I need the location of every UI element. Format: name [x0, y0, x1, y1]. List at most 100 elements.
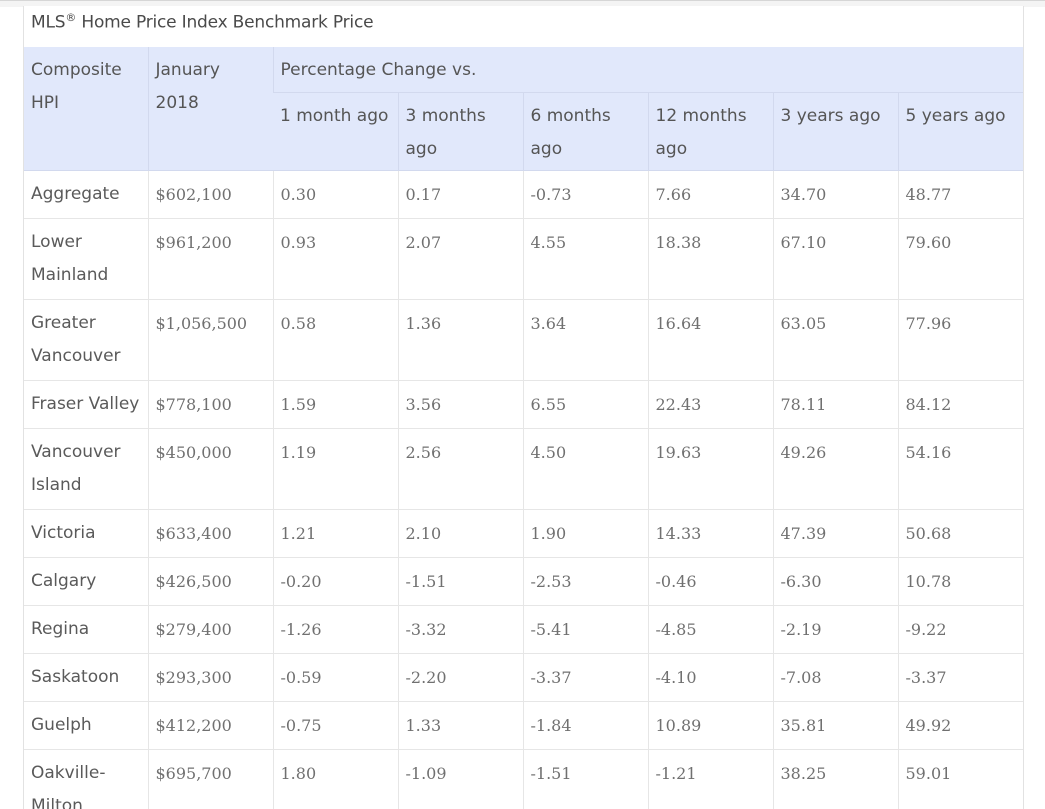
caption-text: Home Price Index Benchmark Price [76, 12, 374, 33]
cell-change-3y: 35.81 [772, 701, 898, 750]
cell-region: Regina [24, 605, 148, 654]
cell-change-6m: -5.41 [522, 605, 648, 654]
table-row: Victoria $633,400 1.21 2.10 1.90 14.33 47.39 50… [24, 509, 1024, 558]
cell-change-3m: -3.32 [397, 605, 523, 654]
cell-change-1m: 0.93 [272, 218, 398, 300]
cell-change-3y: 63.05 [772, 299, 898, 381]
table-row: Fraser Valley $778,100 1.59 3.56 6.55 22.43 78… [24, 380, 1024, 429]
cell-region: Vancouver Island [24, 428, 148, 510]
cell-change-12m: 18.38 [647, 218, 773, 300]
cell-change-6m: -2.53 [522, 557, 648, 606]
header-period-3-years: 3 years ago [772, 92, 898, 171]
cell-price: $633,400 [147, 509, 273, 558]
cell-change-6m: 4.55 [522, 218, 648, 300]
header-period-12-months: 12 months ago [647, 92, 773, 171]
cell-change-1m: 1.21 [272, 509, 398, 558]
cell-price: $961,200 [147, 218, 273, 300]
cell-region: Saskatoon [24, 653, 148, 702]
hpi-table: Composite HPI January 2018 Percentage Ch… [24, 47, 1024, 809]
cell-change-12m: 14.33 [647, 509, 773, 558]
cell-region: Greater Vancouver [24, 299, 148, 381]
cell-change-3y: 38.25 [772, 749, 898, 809]
cell-change-1m: -0.20 [272, 557, 398, 606]
cell-price: $412,200 [147, 701, 273, 750]
cell-change-3y: 78.11 [772, 380, 898, 429]
cell-change-12m: -4.85 [647, 605, 773, 654]
cell-change-12m: 16.64 [647, 299, 773, 381]
cell-change-5y: -3.37 [897, 653, 1024, 702]
table-row: Lower Mainland $961,200 0.93 2.07 4.55 18.38 6… [24, 218, 1024, 300]
table-row: Vancouver Island $450,000 1.19 2.56 4.50 19.6… [24, 428, 1024, 510]
cell-region: Calgary [24, 557, 148, 606]
cell-change-6m: -1.51 [522, 749, 648, 809]
cell-change-6m: 4.50 [522, 428, 648, 510]
cell-change-3m: -2.20 [397, 653, 523, 702]
table-body: Aggregate $602,100 0.30 0.17 -0.73 7.66 34.70 4… [24, 170, 1024, 809]
cell-price: $450,000 [147, 428, 273, 510]
cell-change-1m: 1.59 [272, 380, 398, 429]
cell-change-6m: 1.90 [522, 509, 648, 558]
cell-change-3m: 3.56 [397, 380, 523, 429]
table-row: Oakville-Milton $695,700 1.80 -1.09 -1.51 -1.… [24, 749, 1024, 809]
cell-change-12m: -4.10 [647, 653, 773, 702]
header-percentage-change: Percentage Change vs. [272, 47, 1024, 93]
cell-region: Fraser Valley [24, 380, 148, 429]
cell-change-3y: -2.19 [772, 605, 898, 654]
table-row: Greater Vancouver $1,056,500 0.58 1.36 3.64 1… [24, 299, 1024, 381]
cell-change-12m: -1.21 [647, 749, 773, 809]
table-row: Calgary $426,500 -0.20 -1.51 -2.53 -0.46 -6.30… [24, 557, 1024, 606]
cell-change-3m: -1.09 [397, 749, 523, 809]
cell-change-1m: 1.80 [272, 749, 398, 809]
cell-change-12m: -0.46 [647, 557, 773, 606]
cell-region: Guelph [24, 701, 148, 750]
cell-region: Aggregate [24, 170, 148, 219]
cell-change-5y: -9.22 [897, 605, 1024, 654]
cell-change-6m: -1.84 [522, 701, 648, 750]
cell-change-6m: -3.37 [522, 653, 648, 702]
header-period-3-months: 3 months ago [397, 92, 523, 171]
table-row: Saskatoon $293,300 -0.59 -2.20 -3.37 -4.10 -7.… [24, 653, 1024, 702]
cell-price: $1,056,500 [147, 299, 273, 381]
header-period-5-years: 5 years ago [897, 92, 1024, 171]
cell-change-3y: 47.39 [772, 509, 898, 558]
cell-change-12m: 22.43 [647, 380, 773, 429]
header-composite-hpi: Composite HPI [24, 47, 148, 171]
cell-change-3m: 1.33 [397, 701, 523, 750]
cell-change-3y: -6.30 [772, 557, 898, 606]
cell-change-1m: 0.58 [272, 299, 398, 381]
caption-prefix: MLS [31, 12, 66, 33]
cell-change-12m: 7.66 [647, 170, 773, 219]
cell-price: $293,300 [147, 653, 273, 702]
cell-price: $426,500 [147, 557, 273, 606]
table-row: Aggregate $602,100 0.30 0.17 -0.73 7.66 34.70 4… [24, 170, 1024, 219]
cell-change-12m: 10.89 [647, 701, 773, 750]
header-price-month: January 2018 [147, 47, 273, 171]
cell-price: $279,400 [147, 605, 273, 654]
cell-change-5y: 10.78 [897, 557, 1024, 606]
cell-change-1m: 0.30 [272, 170, 398, 219]
cell-change-6m: 6.55 [522, 380, 648, 429]
cell-change-3y: -7.08 [772, 653, 898, 702]
page-top-border [0, 0, 1045, 7]
table-row: Regina $279,400 -1.26 -3.32 -5.41 -4.85 -2.19-… [24, 605, 1024, 654]
cell-region: Oakville-Milton [24, 749, 148, 809]
table-caption: MLS® Home Price Index Benchmark Price [31, 11, 374, 33]
cell-change-6m: -0.73 [522, 170, 648, 219]
cell-change-5y: 84.12 [897, 380, 1024, 429]
cell-change-5y: 49.92 [897, 701, 1024, 750]
cell-change-5y: 59.01 [897, 749, 1024, 809]
header-period-1-month: 1 month ago [273, 92, 398, 171]
cell-change-3m: 2.56 [397, 428, 523, 510]
cell-region: Victoria [24, 509, 148, 558]
cell-change-1m: -0.75 [272, 701, 398, 750]
table-row: Guelph $412,200 -0.75 1.33 -1.84 10.89 35.81 49… [24, 701, 1024, 750]
header-period-6-months: 6 months ago [522, 92, 648, 171]
cell-change-3m: 1.36 [397, 299, 523, 381]
cell-change-5y: 48.77 [897, 170, 1024, 219]
cell-change-3y: 67.10 [772, 218, 898, 300]
cell-change-3m: 2.07 [397, 218, 523, 300]
cell-change-3y: 49.26 [772, 428, 898, 510]
cell-change-1m: -0.59 [272, 653, 398, 702]
cell-region: Lower Mainland [24, 218, 148, 300]
cell-change-3m: -1.51 [397, 557, 523, 606]
